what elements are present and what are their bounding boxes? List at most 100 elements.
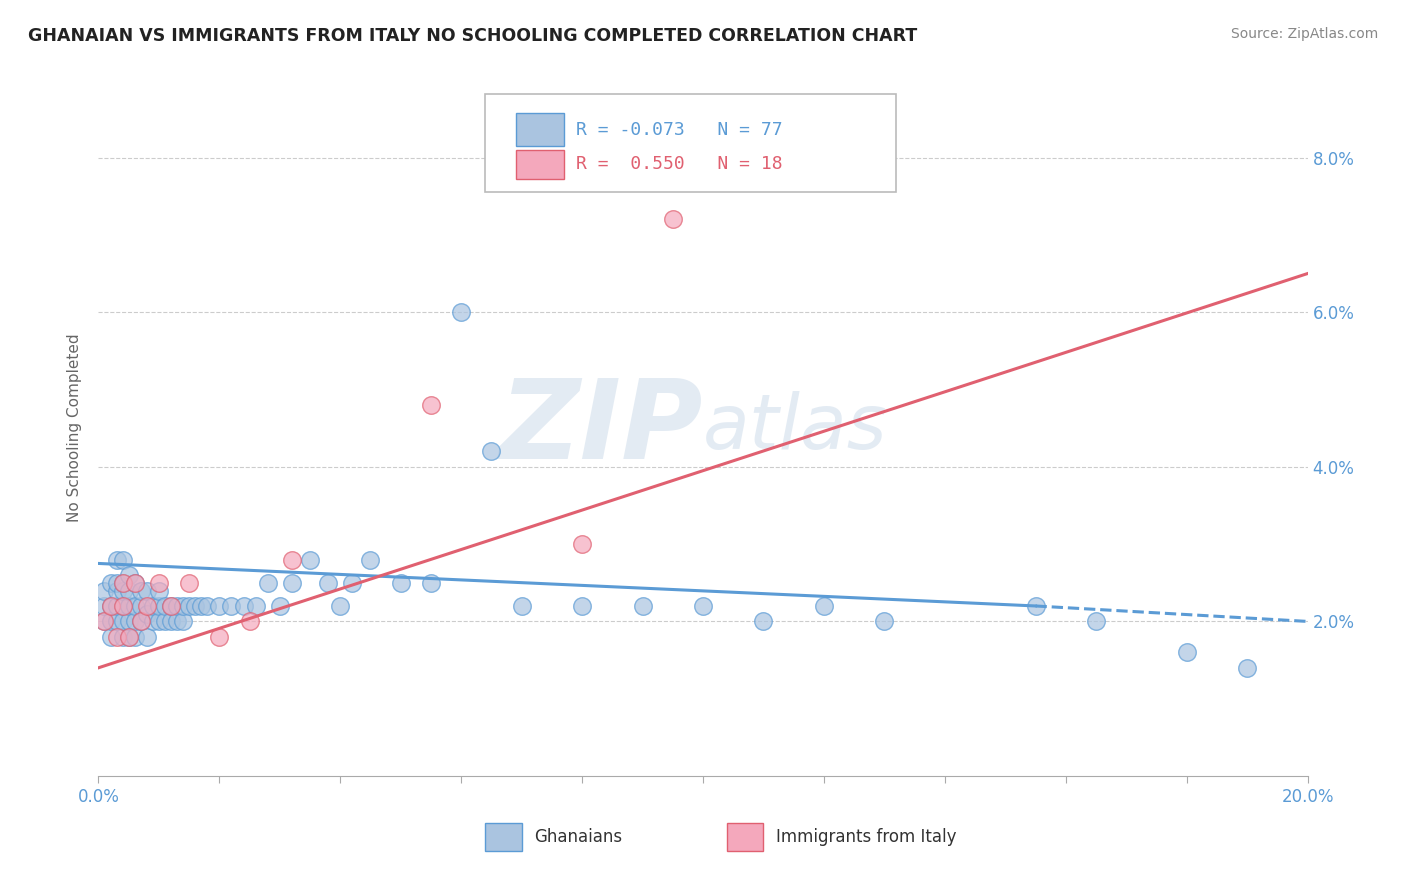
- Point: [124, 575, 146, 590]
- Point: [389, 575, 412, 590]
- Point: [184, 599, 207, 613]
- Point: [148, 599, 170, 613]
- Point: [129, 615, 152, 629]
- Point: [111, 583, 134, 598]
- Bar: [727, 823, 763, 851]
- Point: [329, 599, 352, 613]
- Point: [93, 615, 115, 629]
- Point: [450, 305, 472, 319]
- Point: [160, 599, 183, 613]
- Point: [245, 599, 267, 613]
- Point: [118, 630, 141, 644]
- Point: [142, 615, 165, 629]
- Point: [166, 599, 188, 613]
- Point: [93, 583, 115, 598]
- Point: [316, 575, 339, 590]
- Point: [190, 599, 212, 613]
- Point: [510, 599, 533, 613]
- Point: [1236, 661, 1258, 675]
- Bar: [516, 150, 564, 179]
- Point: [153, 599, 176, 613]
- Point: [873, 615, 896, 629]
- Point: [299, 552, 322, 566]
- Point: [420, 398, 443, 412]
- Point: [281, 552, 304, 566]
- Point: [111, 599, 134, 613]
- Point: [179, 575, 201, 590]
- Bar: [485, 823, 522, 851]
- Point: [160, 615, 183, 629]
- Point: [232, 599, 254, 613]
- Point: [135, 607, 157, 621]
- Text: Immigrants from Italy: Immigrants from Italy: [776, 829, 956, 847]
- Point: [124, 575, 146, 590]
- Point: [239, 615, 262, 629]
- Point: [129, 615, 152, 629]
- Point: [752, 615, 775, 629]
- Point: [118, 568, 141, 582]
- Point: [692, 599, 714, 613]
- Point: [111, 552, 134, 566]
- Point: [172, 615, 194, 629]
- Point: [1085, 615, 1108, 629]
- Point: [269, 599, 291, 613]
- Point: [124, 615, 146, 629]
- Point: [100, 615, 122, 629]
- Point: [148, 615, 170, 629]
- Point: [153, 615, 176, 629]
- Point: [105, 552, 128, 566]
- Text: atlas: atlas: [703, 392, 887, 465]
- Point: [118, 630, 141, 644]
- Point: [111, 630, 134, 644]
- Point: [481, 444, 503, 458]
- Point: [100, 630, 122, 644]
- Point: [100, 575, 122, 590]
- Text: Ghanaians: Ghanaians: [534, 829, 621, 847]
- Point: [813, 599, 835, 613]
- Point: [118, 615, 141, 629]
- Point: [111, 599, 134, 613]
- Point: [148, 575, 170, 590]
- Point: [93, 599, 115, 613]
- Point: [195, 599, 218, 613]
- Point: [135, 599, 157, 613]
- Point: [281, 575, 304, 590]
- Point: [208, 630, 231, 644]
- Text: Source: ZipAtlas.com: Source: ZipAtlas.com: [1230, 27, 1378, 41]
- Point: [148, 583, 170, 598]
- Point: [129, 583, 152, 598]
- Point: [105, 575, 128, 590]
- Point: [118, 599, 141, 613]
- Point: [661, 212, 683, 227]
- Point: [342, 575, 364, 590]
- Point: [135, 583, 157, 598]
- Point: [129, 599, 152, 613]
- Point: [105, 599, 128, 613]
- Point: [160, 599, 183, 613]
- Point: [256, 575, 278, 590]
- Point: [105, 615, 128, 629]
- Point: [172, 599, 194, 613]
- Point: [111, 575, 134, 590]
- Point: [1024, 599, 1046, 613]
- Point: [124, 599, 146, 613]
- Point: [571, 599, 593, 613]
- Point: [93, 615, 115, 629]
- Point: [135, 630, 157, 644]
- Point: [360, 552, 382, 566]
- Point: [1175, 645, 1198, 659]
- Y-axis label: No Schooling Completed: No Schooling Completed: [67, 334, 83, 523]
- Point: [118, 583, 141, 598]
- Point: [420, 575, 443, 590]
- Text: R =  0.550   N = 18: R = 0.550 N = 18: [576, 155, 783, 173]
- Point: [142, 599, 165, 613]
- Text: R = -0.073   N = 77: R = -0.073 N = 77: [576, 120, 783, 138]
- Point: [105, 630, 128, 644]
- Text: ZIP: ZIP: [499, 375, 703, 482]
- Point: [208, 599, 231, 613]
- Point: [100, 599, 122, 613]
- Bar: [516, 113, 564, 146]
- Point: [571, 537, 593, 551]
- Point: [631, 599, 654, 613]
- Point: [179, 599, 201, 613]
